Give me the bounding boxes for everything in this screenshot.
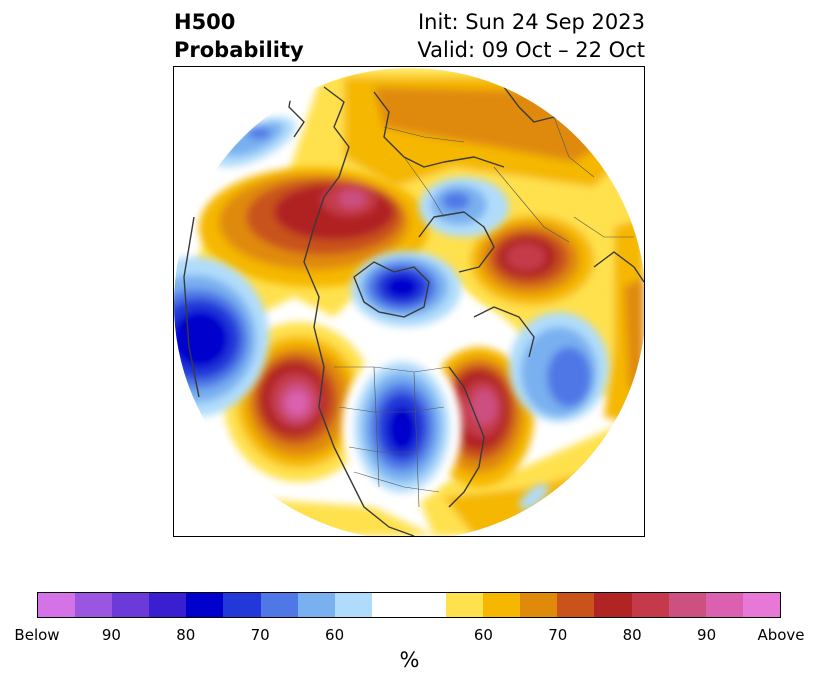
probability-fields: [174, 68, 644, 536]
colorbar-cell: [223, 593, 261, 617]
colorbar-cell: [483, 593, 521, 617]
colorbar-tick-label: 90: [101, 626, 121, 644]
title-variable: H500: [174, 10, 236, 34]
borders: [334, 116, 634, 508]
colorbar: [37, 592, 781, 618]
colorbar-tick-label: 90: [697, 626, 717, 644]
colorbar-cell: [38, 593, 76, 617]
colorbar-cell: [297, 593, 335, 617]
init-date: Init: Sun 24 Sep 2023: [417, 10, 645, 34]
colorbar-cell: [631, 593, 669, 617]
probability-map: [174, 68, 644, 536]
colorbar-cell: [371, 593, 409, 617]
colorbar-cell: [520, 593, 558, 617]
colorbar-cell: [75, 593, 113, 617]
colorbar-tick-label: 70: [548, 626, 568, 644]
colorbar-cell: [334, 593, 372, 617]
colorbar-cell: [705, 593, 743, 617]
colorbar-cell: [149, 593, 187, 617]
forecast-dates: Init: Sun 24 Sep 2023 Valid: 09 Oct – 22…: [417, 8, 645, 64]
colorbar-tick-label: 60: [473, 626, 493, 644]
title-type: Probability: [174, 38, 304, 62]
colorbar-tick-label: 80: [622, 626, 642, 644]
colorbar-tick-label: 80: [176, 626, 196, 644]
colorbar-cell: [594, 593, 632, 617]
colorbar-unit-label: %: [399, 648, 420, 672]
colorbar-tick-labels: Below 90 80 70 60 60 70 80 90 Above: [0, 626, 819, 646]
colorbar-cell: [557, 593, 595, 617]
colorbar-cell: [446, 593, 484, 617]
valid-dates: Valid: 09 Oct – 22 Oct: [417, 38, 645, 62]
colorbar-cell: [260, 593, 298, 617]
colorbar-tick-label: Below: [14, 626, 60, 644]
colorbar-tick-label: Above: [757, 626, 805, 644]
colorbar-cell: [186, 593, 224, 617]
chart-title: H500 Probability: [174, 8, 304, 64]
colorbar-cell: [742, 593, 780, 617]
colorbar-cell: [668, 593, 706, 617]
colorbar-tick-label: 60: [325, 626, 345, 644]
colorbar-tick-label: 70: [250, 626, 270, 644]
colorbar-cell: [112, 593, 150, 617]
colorbar-cell: [408, 593, 447, 617]
polar-map: [173, 66, 645, 537]
